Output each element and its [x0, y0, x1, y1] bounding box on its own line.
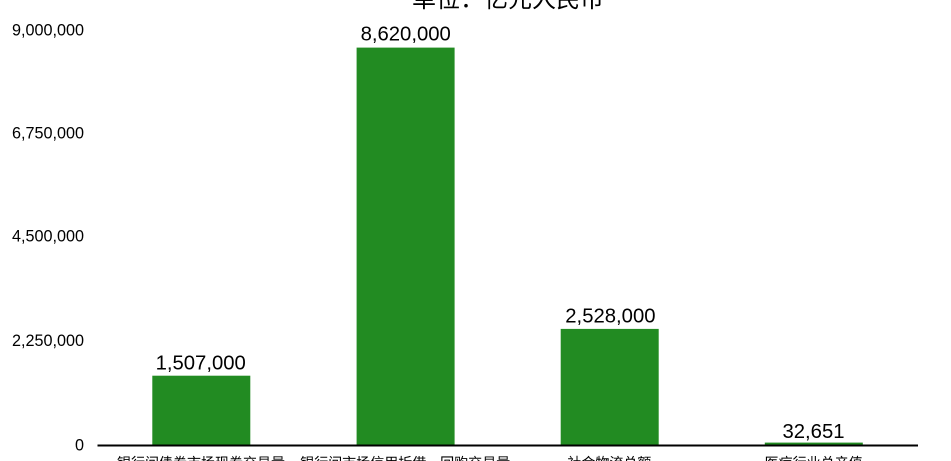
svg-text:9,000,000: 9,000,000	[12, 22, 84, 40]
svg-text:2,528,000: 2,528,000	[565, 306, 655, 328]
svg-text:32,651: 32,651	[782, 421, 844, 443]
svg-text:2,250,000: 2,250,000	[12, 332, 84, 350]
svg-text:0: 0	[75, 437, 84, 455]
svg-text:1,507,000: 1,507,000	[156, 352, 246, 374]
svg-text:4,500,000: 4,500,000	[12, 228, 84, 246]
svg-text:6,750,000: 6,750,000	[12, 124, 84, 142]
svg-text:8,620,000: 8,620,000	[361, 24, 451, 46]
